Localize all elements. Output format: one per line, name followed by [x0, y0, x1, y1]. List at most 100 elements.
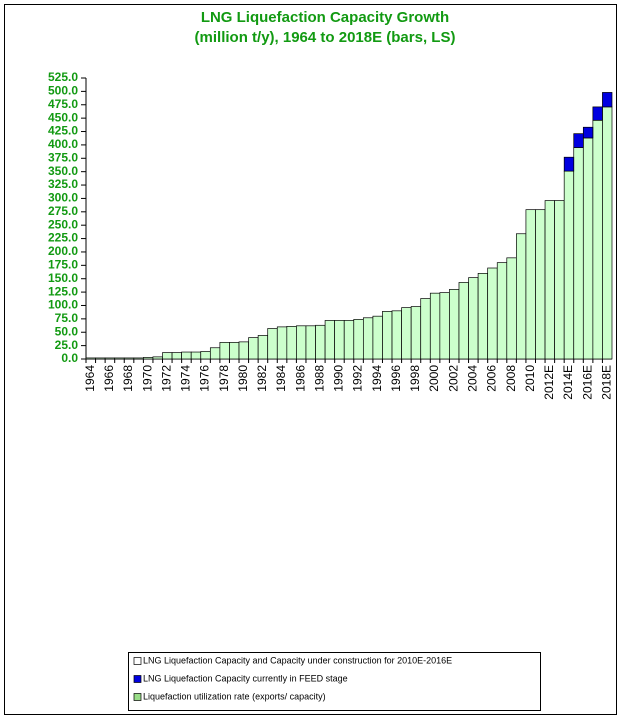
bar	[85, 357, 96, 360]
bar	[602, 92, 613, 108]
legend-box	[128, 652, 541, 711]
bar	[276, 326, 288, 360]
bar	[334, 320, 345, 360]
bar	[181, 351, 192, 360]
x-tick-label: 1986	[293, 365, 307, 392]
bar	[143, 357, 154, 360]
y-tick-label: 175.0	[48, 258, 78, 272]
bar	[429, 292, 441, 360]
bar	[420, 298, 431, 360]
legend-label: LNG Liquefaction Capacity and Capacity u…	[143, 655, 452, 665]
bar	[324, 320, 336, 360]
y-tick-label: 475.0	[48, 97, 78, 111]
bar	[573, 147, 584, 360]
chart-title: LNG Liquefaction Capacity Growth	[201, 9, 449, 26]
y-tick-label: 325.0	[48, 177, 78, 191]
bar	[190, 351, 202, 360]
bar	[496, 262, 508, 360]
bar	[238, 341, 249, 360]
y-tick-label: 150.0	[48, 271, 78, 285]
bar	[525, 209, 536, 360]
bar	[544, 200, 555, 360]
bar	[257, 335, 269, 360]
bar	[592, 106, 603, 121]
y-tick-label: 225.0	[48, 231, 78, 245]
bar	[372, 315, 383, 360]
chart-subtitle: (million t/y), 1964 to 2018E (bars, LS)	[195, 29, 456, 46]
bar	[401, 307, 412, 360]
bar	[582, 126, 594, 139]
y-tick-label: 525.0	[48, 70, 78, 84]
y-tick-label: 100.0	[48, 298, 78, 312]
x-tick-label: 1978	[217, 365, 231, 392]
bar	[506, 257, 517, 360]
x-tick-label: 2008	[504, 365, 518, 392]
bar	[458, 282, 469, 360]
y-tick-label: 425.0	[48, 124, 78, 138]
y-tick-label: 450.0	[48, 110, 78, 124]
x-tick-label: 1964	[83, 365, 97, 392]
bar	[382, 311, 393, 360]
y-tick-label: 400.0	[48, 137, 78, 151]
bar	[602, 106, 613, 360]
x-tick-label: 1984	[274, 365, 288, 392]
legend-swatch	[133, 693, 142, 701]
y-tick-label: 250.0	[48, 217, 78, 231]
bar	[535, 209, 546, 360]
x-tick-label: 2014E	[561, 365, 575, 400]
bar	[104, 357, 116, 360]
x-tick-label: 1994	[370, 365, 384, 392]
bar	[315, 324, 326, 360]
bar	[95, 357, 106, 360]
y-tick-label: 200.0	[48, 244, 78, 258]
bar	[296, 325, 307, 360]
x-tick-label: 1998	[408, 365, 422, 392]
bar	[248, 337, 259, 360]
bar	[286, 326, 297, 360]
bar	[171, 352, 182, 360]
x-tick-label: 1972	[159, 365, 173, 392]
y-tick-label: 50.0	[55, 324, 79, 338]
x-tick-label: 1988	[312, 365, 326, 392]
bar	[563, 156, 575, 172]
bar	[229, 342, 240, 360]
bar	[477, 273, 489, 360]
legend-label: Liquefaction utilization rate (exports/ …	[143, 691, 326, 701]
bar	[133, 357, 144, 360]
x-tick-label: 1990	[332, 365, 346, 392]
x-tick-label: 1974	[179, 365, 193, 392]
x-tick-label: 1976	[198, 365, 212, 392]
x-tick-label: 2006	[485, 365, 499, 392]
x-tick-label: 1980	[236, 365, 250, 392]
bar	[573, 133, 584, 148]
bar	[114, 357, 125, 360]
x-tick-label: 1970	[140, 365, 154, 392]
bar	[563, 170, 575, 360]
bar	[267, 328, 278, 360]
legend-swatch	[133, 657, 142, 665]
y-tick-label: 0.0	[61, 351, 78, 365]
bar	[305, 325, 316, 360]
x-tick-label: 2012E	[542, 365, 556, 400]
bar	[353, 319, 364, 360]
y-tick-label: 350.0	[48, 164, 78, 178]
y-tick-label: 375.0	[48, 150, 78, 164]
legend-label: LNG Liquefaction Capacity currently in F…	[143, 673, 348, 683]
bar	[343, 320, 355, 360]
y-tick-label: 300.0	[48, 191, 78, 205]
x-tick-label: 1992	[351, 365, 365, 392]
bar	[362, 317, 374, 360]
bar	[219, 342, 230, 360]
bar	[582, 137, 594, 360]
x-tick-label: 2000	[427, 365, 441, 392]
bar	[554, 200, 565, 360]
bar	[487, 267, 498, 360]
y-tick-label: 500.0	[48, 84, 78, 98]
bar	[439, 292, 450, 360]
y-tick-label: 125.0	[48, 284, 78, 298]
bar	[410, 306, 422, 360]
x-tick-label: 2002	[446, 365, 460, 392]
y-tick-label: 75.0	[55, 311, 79, 325]
x-tick-label: 2016E	[580, 365, 594, 400]
